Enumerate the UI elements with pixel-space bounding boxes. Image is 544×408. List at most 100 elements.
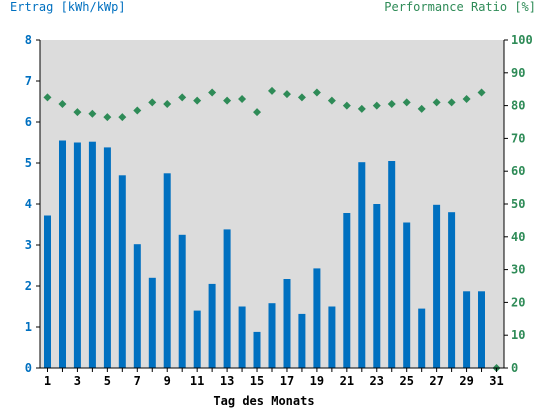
left-tick-label: 6 (25, 115, 32, 129)
bar-day-4 (88, 141, 96, 368)
bar-day-22 (358, 162, 366, 368)
pr-point-day-27 (432, 98, 441, 107)
right-axis-ticks: 0 10 20 30 40 50 60 70 80 90 100 (504, 33, 533, 375)
x-tick-label: 27 (429, 374, 443, 388)
right-tick-label: 100 (511, 33, 533, 47)
pr-point-day-22 (357, 104, 366, 113)
bar-day-7 (133, 244, 141, 368)
pr-point-day-18 (297, 93, 306, 102)
pr-point-day-7 (133, 106, 142, 115)
x-axis-ticks: 1 3 5 7 9 11 13 15 17 19 21 23 25 27 29 31 (44, 368, 504, 388)
bar-day-12 (208, 283, 216, 368)
bar-day-10 (178, 234, 186, 369)
bar-day-27 (433, 204, 441, 368)
bar-day-28 (448, 212, 456, 368)
performance-ratio-series (43, 86, 501, 372)
bar-day-2 (59, 140, 66, 368)
x-tick-label: 7 (134, 374, 141, 388)
left-tick-label: 7 (25, 74, 32, 88)
x-axis-title: Tag des Monats (213, 394, 314, 408)
pr-point-day-15 (253, 108, 262, 117)
left-tick-label: 8 (25, 33, 32, 47)
x-tick-label: 31 (489, 374, 503, 388)
x-tick-label: 23 (370, 374, 384, 388)
x-tick-label: 13 (220, 374, 234, 388)
pr-point-day-25 (402, 98, 411, 107)
bar-series (44, 140, 485, 369)
bar-day-16 (268, 303, 276, 368)
right-tick-label: 80 (511, 99, 525, 113)
bar-day-3 (73, 142, 81, 368)
pr-point-day-6 (118, 113, 127, 122)
left-tick-label: 3 (25, 238, 32, 252)
bar-day-6 (118, 175, 126, 368)
bar-day-20 (328, 306, 336, 368)
right-axis-title: Performance Ratio [%] (384, 0, 536, 14)
pr-point-day-29 (462, 95, 471, 104)
x-tick-label: 5 (104, 374, 111, 388)
bar-day-5 (103, 147, 111, 368)
right-tick-label: 70 (511, 131, 525, 145)
pr-point-day-19 (312, 88, 321, 97)
x-tick-label: 29 (459, 374, 473, 388)
x-tick-label: 1 (44, 374, 51, 388)
left-tick-label: 0 (25, 361, 32, 375)
x-tick-label: 25 (399, 374, 413, 388)
x-tick-label: 15 (250, 374, 264, 388)
pr-point-day-26 (417, 104, 426, 113)
left-axis-title: Ertrag [kWh/kWp] (10, 0, 126, 14)
bar-day-21 (343, 213, 351, 368)
pr-point-day-9 (163, 99, 172, 108)
bar-day-30 (478, 291, 485, 368)
x-tick-label: 19 (310, 374, 324, 388)
bar-day-19 (313, 268, 321, 368)
right-tick-label: 20 (511, 295, 525, 309)
pr-point-day-5 (103, 113, 112, 122)
pr-point-day-14 (238, 95, 247, 104)
bar-day-11 (193, 310, 201, 368)
bar-day-23 (373, 204, 381, 368)
right-tick-label: 50 (511, 197, 525, 211)
pr-point-day-10 (178, 93, 187, 102)
right-tick-label: 30 (511, 263, 525, 277)
pr-point-day-1 (43, 93, 52, 102)
bar-day-13 (223, 229, 231, 368)
right-tick-label: 90 (511, 66, 525, 80)
right-tick-label: 10 (511, 328, 525, 342)
bar-day-24 (388, 161, 396, 368)
x-tick-label: 11 (190, 374, 204, 388)
pr-point-day-3 (73, 108, 82, 117)
bar-day-14 (238, 306, 246, 368)
pr-point-day-23 (372, 101, 381, 110)
pr-point-day-16 (268, 86, 276, 95)
pr-point-day-8 (148, 98, 157, 107)
pr-point-day-11 (193, 96, 202, 105)
pr-point-day-4 (88, 109, 97, 118)
bar-day-18 (298, 313, 306, 368)
pr-point-day-13 (223, 96, 232, 105)
pr-point-day-28 (447, 98, 456, 107)
left-tick-label: 2 (25, 279, 32, 293)
left-tick-label: 5 (25, 156, 32, 170)
x-tick-label: 21 (340, 374, 354, 388)
bar-day-26 (418, 308, 426, 368)
bar-day-8 (148, 277, 156, 368)
bar-day-17 (283, 279, 291, 368)
pr-point-day-30 (477, 88, 486, 97)
left-tick-label: 1 (25, 320, 32, 334)
pr-point-day-24 (387, 99, 396, 108)
right-tick-label: 0 (511, 361, 518, 375)
pr-point-day-2 (58, 99, 67, 108)
x-tick-label: 17 (280, 374, 294, 388)
pr-point-day-20 (327, 96, 336, 105)
bar-day-9 (163, 173, 171, 369)
left-axis-ticks: 0 1 2 3 4 5 6 7 8 (25, 33, 40, 375)
right-tick-label: 40 (511, 230, 525, 244)
x-tick-label: 9 (164, 374, 171, 388)
bar-day-25 (403, 222, 411, 368)
left-tick-label: 4 (25, 197, 32, 211)
pr-point-day-12 (208, 88, 217, 97)
bar-day-29 (463, 291, 471, 368)
bar-day-15 (253, 331, 261, 368)
